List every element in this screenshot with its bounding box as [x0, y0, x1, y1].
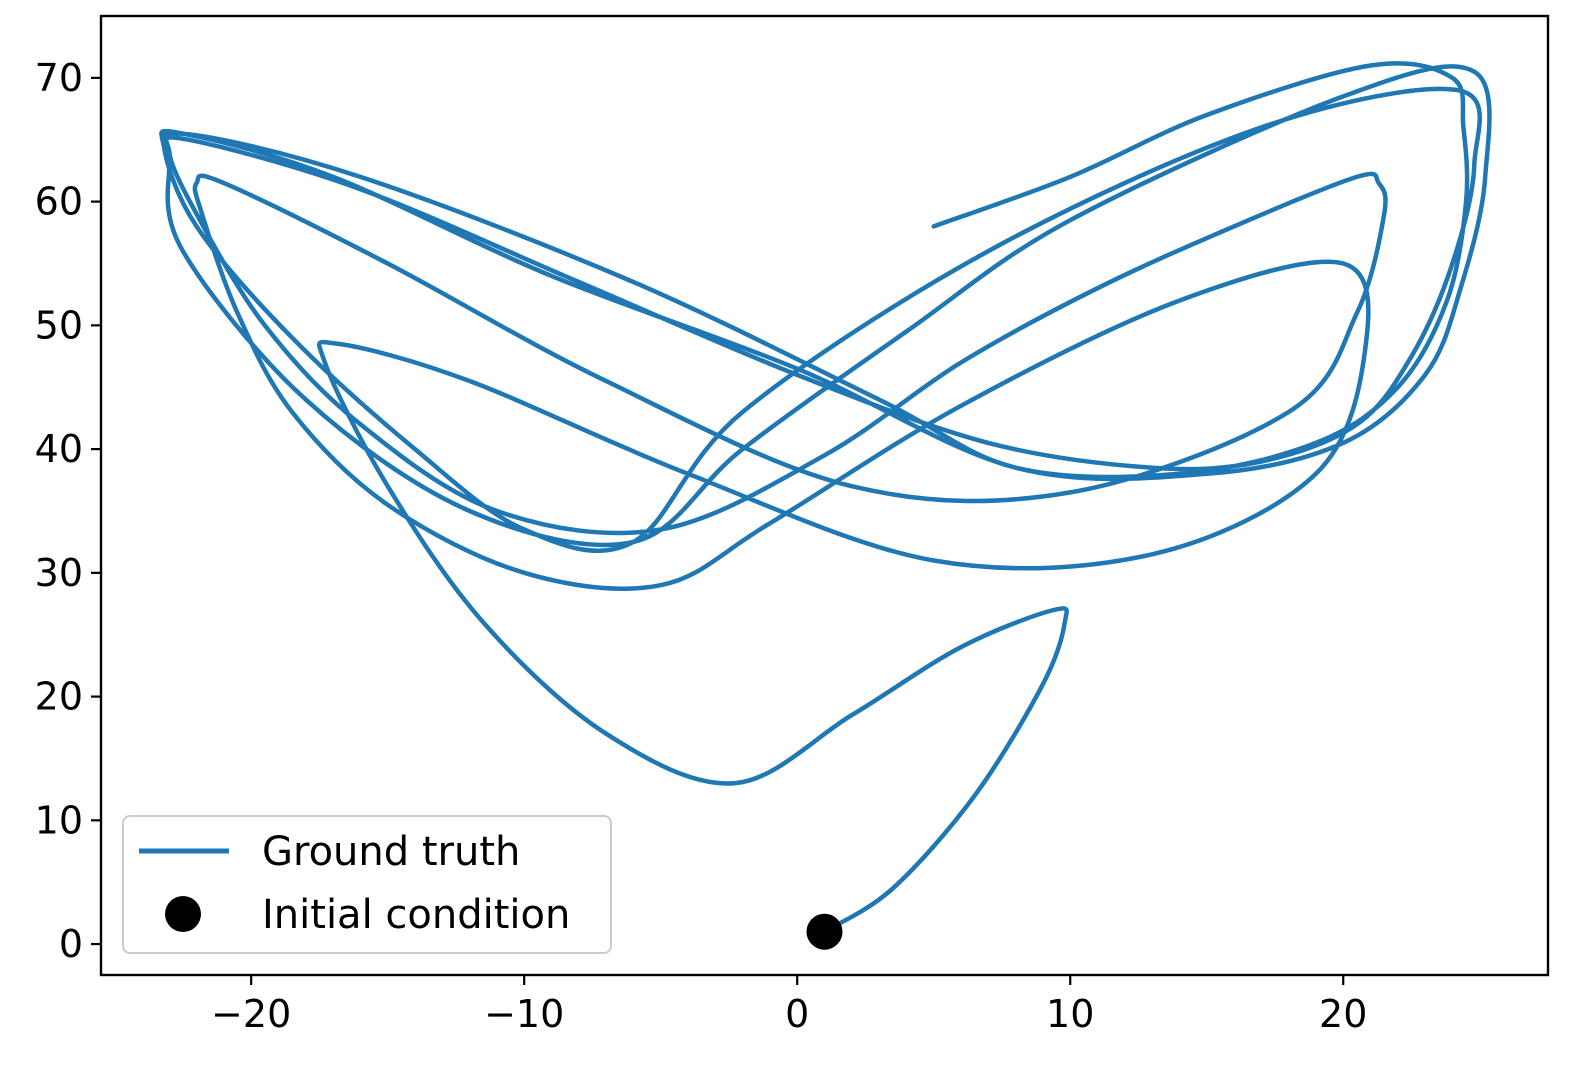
- legend-box: [122, 815, 612, 954]
- y-axis-ticks: 0 10 20 30 40 50 60 70: [35, 56, 101, 966]
- y-tick-label: 40: [35, 427, 83, 471]
- x-tick-label: 20: [1319, 992, 1367, 1036]
- legend-label-ground-truth: Ground truth: [262, 829, 520, 875]
- y-tick-label: 10: [35, 798, 83, 842]
- y-tick-label: 60: [35, 180, 83, 224]
- y-tick-label: 30: [35, 551, 83, 595]
- axes-frame: [99, 14, 1550, 977]
- legend: Ground truth Initial condition: [122, 815, 612, 954]
- y-tick-label: 20: [35, 675, 83, 719]
- x-tick-label: 0: [785, 992, 809, 1036]
- y-tick-label: 0: [59, 922, 83, 966]
- x-tick-label: 10: [1046, 992, 1094, 1036]
- series-line-ground-truth: [159, 61, 1492, 934]
- x-tick-label: −10: [484, 992, 564, 1036]
- legend-marker-swatch: [165, 896, 201, 932]
- x-tick-label: −20: [211, 992, 291, 1036]
- y-tick-label: 50: [35, 303, 83, 347]
- legend-label-initial-condition: Initial condition: [262, 892, 570, 938]
- initial-condition-marker: [806, 913, 843, 950]
- y-tick-label: 70: [35, 56, 83, 100]
- x-axis-ticks: −20 −10 0 10 20: [211, 975, 1367, 1036]
- plot-area: [159, 61, 1492, 950]
